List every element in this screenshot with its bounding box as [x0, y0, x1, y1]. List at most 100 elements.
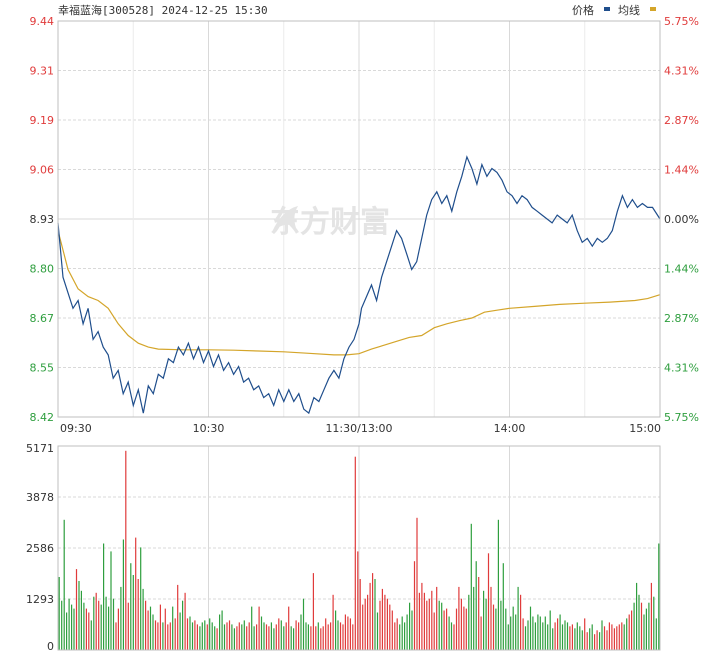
- volume-bar: [322, 626, 324, 650]
- volume-bar: [132, 575, 134, 650]
- volume-bar: [310, 626, 312, 650]
- volume-bar: [557, 618, 559, 650]
- volume-bar: [120, 586, 122, 650]
- volume-bars: [58, 450, 660, 650]
- percent-tick-label: 5.75%: [664, 15, 699, 28]
- volume-bar: [226, 622, 228, 650]
- volume-bar: [73, 608, 75, 650]
- volume-bar: [260, 616, 263, 650]
- volume-bar: [199, 626, 201, 650]
- volume-bar: [394, 622, 396, 650]
- volume-bar: [263, 622, 265, 650]
- volume-bar: [95, 592, 97, 650]
- volume-bar: [643, 614, 645, 650]
- percent-tick-label: 2.87%: [664, 114, 699, 127]
- volume-bar: [145, 600, 147, 650]
- volume-bar: [650, 582, 652, 650]
- volume-bar: [307, 624, 309, 650]
- volume-bar: [421, 582, 423, 650]
- time-tick-label: 09:30: [60, 422, 92, 435]
- price-tick-label: 8.93: [30, 213, 55, 226]
- volume-bar: [522, 618, 524, 650]
- volume-bar: [596, 630, 598, 650]
- volume-bar: [223, 624, 226, 650]
- volume-bar: [174, 618, 176, 650]
- percent-tick-label: 4.31%: [664, 362, 699, 375]
- volume-bar: [443, 610, 445, 650]
- volume-bar: [320, 628, 322, 650]
- volume-bar: [349, 618, 351, 650]
- volume-bar: [500, 600, 502, 650]
- volume-bar: [273, 628, 275, 650]
- volume-bar: [475, 561, 477, 650]
- volume-bar: [246, 626, 248, 650]
- volume-bar: [209, 618, 211, 650]
- volume-bar: [135, 537, 137, 650]
- volume-bar: [564, 620, 566, 650]
- volume-bar: [352, 624, 354, 650]
- volume-bar: [431, 590, 433, 650]
- price-tick-label: 8.67: [30, 312, 55, 325]
- volume-bar: [401, 616, 403, 650]
- volume-bar: [601, 620, 603, 650]
- volume-bar: [566, 622, 569, 650]
- price-tick-label: 8.55: [30, 362, 55, 375]
- legend-avg-swatch: [650, 7, 656, 11]
- volume-bar: [216, 628, 218, 650]
- volume-bar: [75, 569, 78, 650]
- volume-bar: [485, 598, 487, 650]
- volume-bar: [256, 624, 258, 650]
- volume-bar: [638, 594, 640, 650]
- volume-bar: [270, 622, 272, 650]
- time-axis: 09:30 10:30 11:30/13:00 14:00 15:00: [60, 422, 661, 435]
- volume-bar: [268, 626, 270, 650]
- volume-bar: [167, 624, 169, 650]
- volume-bar: [613, 628, 615, 650]
- price-line: [57, 155, 661, 415]
- volume-bar: [105, 596, 107, 650]
- volume-bar: [512, 606, 514, 650]
- volume-bar: [184, 592, 186, 650]
- volume-bar: [325, 618, 327, 650]
- volume-bar: [58, 577, 60, 650]
- volume-bar: [278, 618, 280, 650]
- volume-tick-label: 0: [47, 640, 54, 653]
- volume-bar: [446, 608, 448, 650]
- volume-bar: [347, 616, 349, 650]
- volume-bar: [112, 598, 115, 650]
- volume-bar: [335, 610, 337, 650]
- volume-bar: [162, 622, 164, 650]
- volume-bar: [357, 551, 359, 650]
- volume-bar: [579, 626, 581, 650]
- volume-bar: [182, 600, 184, 650]
- volume-bar: [288, 606, 290, 650]
- percent-tick-label: 0.00%: [664, 213, 699, 226]
- price-tick-label: 9.19: [30, 114, 55, 127]
- volume-bar: [152, 614, 154, 650]
- volume-bar: [510, 616, 512, 650]
- volume-bar: [179, 612, 181, 650]
- volume-bar: [542, 622, 544, 650]
- volume-bar: [507, 624, 509, 650]
- volume-bar: [330, 622, 332, 650]
- volume-bar: [364, 598, 366, 650]
- volume-bar: [189, 616, 191, 650]
- volume-bar: [130, 563, 132, 650]
- volume-bar: [332, 594, 334, 650]
- volume-bar: [549, 610, 551, 650]
- volume-bar: [241, 624, 243, 650]
- volume-axis-left: 5171 3878 2586 1293 0: [26, 442, 54, 653]
- volume-bar: [386, 598, 388, 650]
- percent-tick-label: 2.87%: [664, 312, 699, 325]
- legend-price-swatch: [604, 7, 610, 11]
- volume-bar: [411, 610, 413, 650]
- volume-bar: [483, 590, 485, 650]
- volume-bar: [312, 573, 314, 650]
- volume-bar: [468, 594, 470, 650]
- watermark-logo: [272, 206, 298, 232]
- volume-bar: [243, 620, 245, 650]
- volume-bar: [404, 622, 406, 650]
- volume-panel-grid: [58, 446, 660, 650]
- volume-bar: [428, 598, 430, 650]
- volume-bar: [423, 592, 425, 650]
